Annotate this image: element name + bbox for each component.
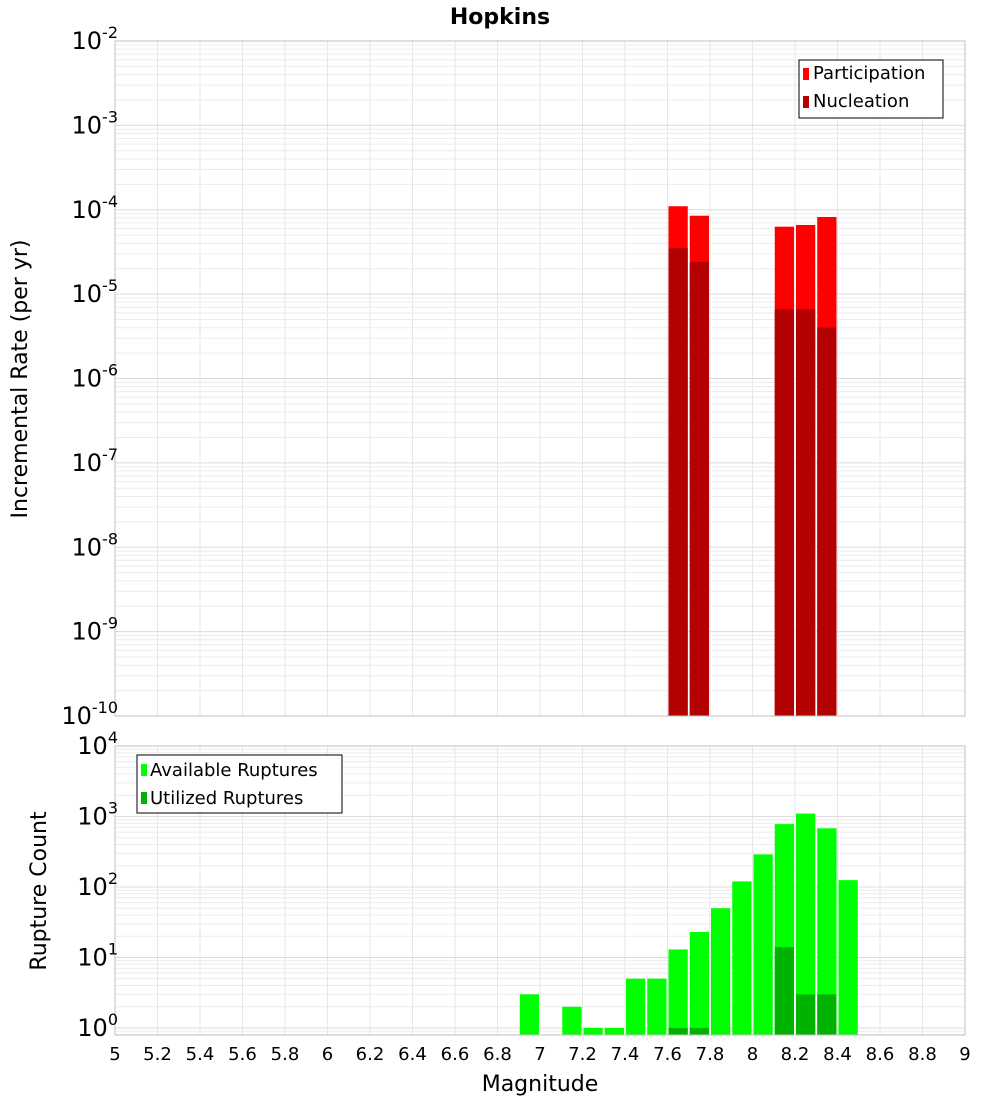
magnitude-x-ticks: 5 5.2 5.4 5.6 5.8 6 6.2 6.4 6.6 6.8 7 7.2 7.4 7.6 7.8 8… bbox=[109, 1044, 970, 1065]
count-utilized-ruptures-bar bbox=[668, 1027, 688, 1035]
x-tick-label: 6.6 bbox=[441, 1044, 470, 1065]
count-utilized-ruptures-bar bbox=[796, 994, 816, 1035]
rate-nucleation-bar bbox=[774, 309, 794, 716]
rate-nucleation-bar bbox=[796, 309, 816, 716]
x-tick-label: 7.4 bbox=[611, 1044, 640, 1065]
rate-nucleation-bar bbox=[668, 248, 688, 717]
count-available-ruptures-bar bbox=[732, 881, 752, 1035]
x-tick-label: 7 bbox=[534, 1044, 545, 1065]
count-available-ruptures-bar bbox=[562, 1006, 582, 1035]
count-y-tick-label: 101 bbox=[77, 939, 118, 971]
count-y-tick-label: 103 bbox=[77, 798, 118, 830]
x-tick-label: 9 bbox=[959, 1044, 970, 1065]
x-tick-label: 8.8 bbox=[908, 1044, 937, 1065]
x-tick-label: 6.8 bbox=[483, 1044, 512, 1065]
x-tick-label: 7.2 bbox=[568, 1044, 597, 1065]
count-utilized-ruptures-bar bbox=[817, 994, 837, 1035]
rate-legend-box bbox=[798, 59, 944, 119]
rate-y-tick-label: 10-4 bbox=[72, 192, 119, 224]
x-tick-label: 5.8 bbox=[271, 1044, 300, 1065]
x-tick-label: 5.2 bbox=[143, 1044, 172, 1065]
x-tick-label: 8.6 bbox=[866, 1044, 895, 1065]
rate-y-tick-label: 10-10 bbox=[61, 698, 118, 730]
x-tick-label: 8 bbox=[747, 1044, 758, 1065]
count-utilized-ruptures-bar bbox=[689, 1027, 709, 1035]
count-available-ruptures-bar bbox=[817, 828, 837, 1035]
rate-bars bbox=[668, 206, 837, 717]
rate-y-ticks: 10-10 10-9 10-8 10-7 10-6 10-5 10-4 10-3 10-2 bbox=[61, 23, 118, 730]
count-y-tick-label: 102 bbox=[77, 869, 118, 901]
x-tick-label: 7.6 bbox=[653, 1044, 682, 1065]
rate-y-tick-label: 10-7 bbox=[72, 445, 119, 477]
count-legend-box bbox=[136, 754, 343, 814]
x-tick-label: 8.4 bbox=[823, 1044, 852, 1065]
rate-grid bbox=[114, 40, 966, 717]
rate-legend: Participation Nucleation bbox=[798, 59, 944, 119]
count-available-ruptures-bar bbox=[838, 880, 858, 1035]
rate-y-tick-label: 10-9 bbox=[72, 614, 119, 646]
count-available-ruptures-bar bbox=[519, 994, 539, 1035]
participation-legend-label: Participation bbox=[813, 63, 925, 84]
x-tick-label: 6.4 bbox=[398, 1044, 427, 1065]
x-tick-label: 8.2 bbox=[781, 1044, 810, 1065]
count-y-axis-label: Rupture Count bbox=[27, 811, 52, 971]
rate-nucleation-bar bbox=[817, 327, 837, 716]
count-y-tick-label: 104 bbox=[77, 728, 118, 760]
count-available-ruptures-bar bbox=[689, 931, 709, 1035]
x-tick-label: 6 bbox=[322, 1044, 333, 1065]
count-y-tick-label: 100 bbox=[77, 1010, 118, 1042]
count-plot-frame bbox=[114, 745, 966, 1036]
count-available-ruptures-bar bbox=[583, 1027, 603, 1035]
rate-y-tick-label: 10-6 bbox=[72, 361, 119, 393]
x-tick-label: 7.8 bbox=[696, 1044, 725, 1065]
count-available-ruptures-bar bbox=[626, 978, 646, 1035]
utilized-legend-label: Utilized Ruptures bbox=[150, 788, 303, 809]
available-legend-label: Available Ruptures bbox=[150, 760, 318, 781]
rate-y-tick-label: 10-8 bbox=[72, 529, 119, 561]
rate-plot-frame bbox=[114, 40, 966, 717]
nucleation-swatch bbox=[803, 96, 809, 108]
chart-title: Hopkins bbox=[450, 5, 550, 30]
rate-nucleation-bar bbox=[689, 262, 709, 716]
x-tick-label: 5 bbox=[109, 1044, 120, 1065]
utilized-swatch bbox=[141, 792, 147, 804]
count-y-ticks: 100 101 102 103 104 bbox=[77, 728, 118, 1042]
x-tick-label: 5.4 bbox=[186, 1044, 215, 1065]
count-available-ruptures-bar bbox=[604, 1027, 624, 1035]
rate-y-tick-label: 10-5 bbox=[72, 276, 119, 308]
count-available-ruptures-bar bbox=[668, 949, 688, 1035]
count-available-ruptures-bar bbox=[753, 854, 773, 1035]
count-bars bbox=[519, 813, 858, 1035]
count-plot: 100 101 102 103 104 5 5.2 5.4 5.6 5.8 6 6.2 6.4 6.6 6… bbox=[27, 728, 971, 1097]
count-available-ruptures-bar bbox=[647, 978, 667, 1035]
participation-swatch bbox=[803, 68, 809, 80]
nucleation-legend-label: Nucleation bbox=[813, 91, 909, 112]
count-utilized-ruptures-bar bbox=[774, 947, 794, 1035]
rate-plot: 10-10 10-9 10-8 10-7 10-6 10-5 10-4 10-3 10-2 In… bbox=[8, 23, 966, 730]
rate-y-axis-label: Incremental Rate (per yr) bbox=[8, 240, 33, 519]
available-swatch bbox=[141, 764, 147, 776]
rate-y-tick-label: 10-2 bbox=[72, 23, 119, 55]
count-available-ruptures-bar bbox=[796, 813, 816, 1035]
rate-y-tick-label: 10-3 bbox=[72, 107, 119, 139]
count-available-ruptures-bar bbox=[711, 908, 731, 1035]
x-tick-label: 5.6 bbox=[228, 1044, 257, 1065]
x-axis-label: Magnitude bbox=[482, 1072, 599, 1097]
count-legend: Available Ruptures Utilized Ruptures bbox=[136, 754, 343, 814]
x-tick-label: 6.2 bbox=[356, 1044, 385, 1065]
